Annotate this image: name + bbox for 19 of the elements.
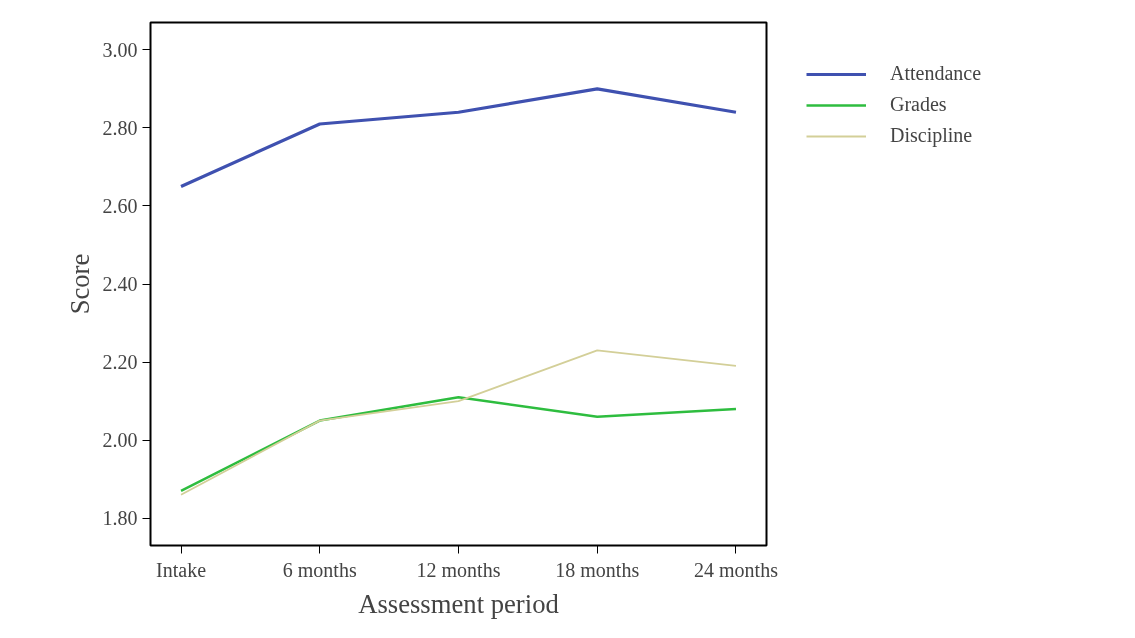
legend-label: Discipline	[890, 124, 973, 147]
x-tick-label: 24 months	[694, 558, 779, 581]
x-tick-label: 6 months	[282, 558, 357, 581]
y-tick-label: 3.00	[102, 38, 138, 61]
y-tick-label: 1.80	[102, 507, 138, 530]
x-tick-label: 12 months	[416, 558, 501, 581]
y-tick-label: 2.00	[102, 429, 138, 452]
line-series	[179, 87, 738, 189]
x-tick-label: Intake	[156, 558, 207, 581]
line-series	[180, 349, 737, 496]
x-axis-title: Assessment period	[358, 588, 559, 619]
legend-label: Attendance	[890, 62, 982, 85]
y-tick-label: 2.20	[102, 351, 138, 374]
legend-label: Grades	[890, 93, 947, 116]
y-tick-label: 2.60	[102, 194, 138, 217]
y-tick-label: 2.40	[102, 273, 138, 295]
y-axis-title: Score	[64, 253, 95, 315]
y-tick-label: 2.80	[102, 116, 138, 139]
x-tick-label: 18 months	[555, 558, 640, 581]
